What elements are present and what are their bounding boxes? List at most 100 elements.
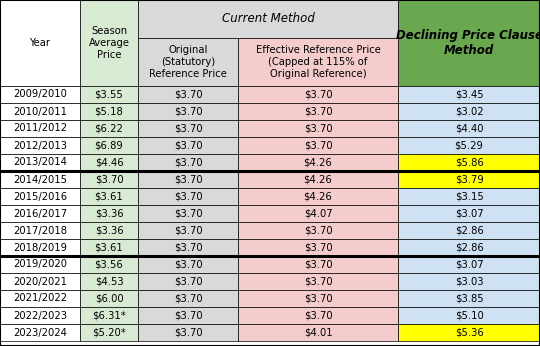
Text: $3.70: $3.70 <box>174 226 202 236</box>
Text: $4.07: $4.07 <box>303 209 332 219</box>
Bar <box>80 324 138 341</box>
Text: $3.70: $3.70 <box>174 310 202 320</box>
Text: Effective Reference Price
(Capped at 115% of
Original Reference): Effective Reference Price (Capped at 115… <box>255 45 381 79</box>
Bar <box>138 137 238 154</box>
Bar <box>398 120 540 137</box>
Text: 2016/2017: 2016/2017 <box>13 209 67 219</box>
Bar <box>398 307 540 324</box>
Text: $3.70: $3.70 <box>174 90 202 100</box>
Text: $3.36: $3.36 <box>94 226 123 236</box>
Bar <box>0 205 80 222</box>
Text: $5.10: $5.10 <box>455 310 483 320</box>
Text: $3.70: $3.70 <box>303 293 332 303</box>
Bar <box>138 205 238 222</box>
Bar <box>238 239 398 256</box>
Text: 2017/2018: 2017/2018 <box>13 226 67 236</box>
Bar <box>80 256 138 273</box>
Bar <box>138 307 238 324</box>
Bar <box>0 273 80 290</box>
Text: 2011/2012: 2011/2012 <box>13 124 67 134</box>
Text: $3.85: $3.85 <box>455 293 483 303</box>
Bar <box>0 239 80 256</box>
Text: 2022/2023: 2022/2023 <box>13 310 67 320</box>
Bar <box>138 256 238 273</box>
Bar <box>398 222 540 239</box>
Text: $6.22: $6.22 <box>94 124 124 134</box>
Text: Original
(Statutory)
Reference Price: Original (Statutory) Reference Price <box>149 45 227 79</box>
Text: $3.70: $3.70 <box>303 260 332 270</box>
Bar <box>80 171 138 188</box>
Text: $3.79: $3.79 <box>455 174 483 184</box>
Text: 2021/2022: 2021/2022 <box>13 293 67 303</box>
Text: $5.86: $5.86 <box>455 157 483 167</box>
Text: $3.45: $3.45 <box>455 90 483 100</box>
Bar <box>80 0 138 86</box>
Bar <box>238 324 398 341</box>
Text: 2012/2013: 2012/2013 <box>13 140 67 151</box>
Bar <box>138 222 238 239</box>
Bar <box>398 154 540 171</box>
Bar <box>138 154 238 171</box>
Bar <box>398 256 540 273</box>
Bar <box>238 38 398 86</box>
Text: $3.70: $3.70 <box>303 310 332 320</box>
Bar <box>80 86 138 103</box>
Bar <box>138 188 238 205</box>
Text: $3.70: $3.70 <box>303 140 332 151</box>
Text: $4.26: $4.26 <box>303 157 333 167</box>
Text: $3.07: $3.07 <box>455 209 483 219</box>
Text: 2013/2014: 2013/2014 <box>13 157 67 167</box>
Bar <box>238 256 398 273</box>
Bar <box>138 0 398 38</box>
Bar <box>138 324 238 341</box>
Text: 2010/2011: 2010/2011 <box>13 107 67 117</box>
Text: 2009/2010: 2009/2010 <box>13 90 67 100</box>
Text: $5.18: $5.18 <box>94 107 123 117</box>
Text: $3.70: $3.70 <box>174 124 202 134</box>
Bar <box>398 171 540 188</box>
Text: $3.56: $3.56 <box>94 260 123 270</box>
Text: $3.07: $3.07 <box>455 260 483 270</box>
Text: $3.70: $3.70 <box>303 124 332 134</box>
Text: $3.70: $3.70 <box>303 90 332 100</box>
Text: $3.70: $3.70 <box>303 107 332 117</box>
Bar <box>398 324 540 341</box>
Bar <box>0 154 80 171</box>
Bar <box>138 86 238 103</box>
Bar <box>80 239 138 256</box>
Bar <box>138 38 238 86</box>
Bar <box>138 273 238 290</box>
Bar <box>0 188 80 205</box>
Text: $3.70: $3.70 <box>174 174 202 184</box>
Bar <box>238 188 398 205</box>
Text: $3.70: $3.70 <box>174 243 202 253</box>
Text: $6.00: $6.00 <box>94 293 123 303</box>
Bar <box>0 324 80 341</box>
Bar <box>80 307 138 324</box>
Bar <box>238 307 398 324</box>
Bar <box>398 0 540 86</box>
Text: $3.70: $3.70 <box>174 260 202 270</box>
Bar <box>80 273 138 290</box>
Bar <box>0 290 80 307</box>
Text: 2018/2019: 2018/2019 <box>13 243 67 253</box>
Bar <box>238 137 398 154</box>
Text: $3.70: $3.70 <box>94 174 123 184</box>
Bar <box>398 290 540 307</box>
Text: $2.86: $2.86 <box>455 226 483 236</box>
Text: $3.70: $3.70 <box>174 276 202 286</box>
Bar <box>138 103 238 120</box>
Text: $3.70: $3.70 <box>303 276 332 286</box>
Text: $5.36: $5.36 <box>455 328 483 337</box>
Text: 2019/2020: 2019/2020 <box>13 260 67 270</box>
Bar <box>0 171 80 188</box>
Text: $3.15: $3.15 <box>455 191 483 201</box>
Bar <box>238 205 398 222</box>
Text: $4.26: $4.26 <box>303 174 333 184</box>
Text: $3.02: $3.02 <box>455 107 483 117</box>
Bar <box>398 273 540 290</box>
Bar <box>80 137 138 154</box>
Text: $6.31*: $6.31* <box>92 310 126 320</box>
Bar <box>0 256 80 273</box>
Bar <box>398 103 540 120</box>
